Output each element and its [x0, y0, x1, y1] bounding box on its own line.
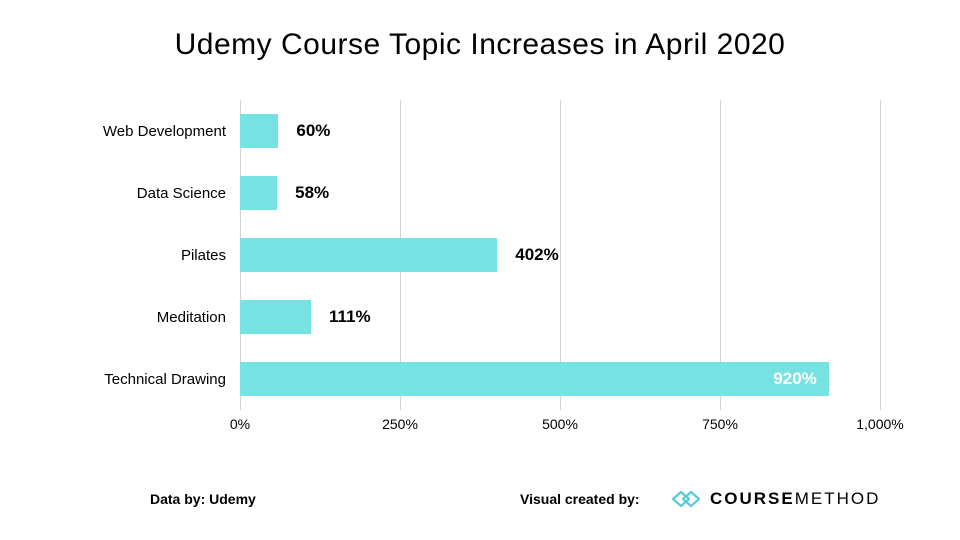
- bar-row: Meditation111%: [240, 286, 880, 348]
- bar-row: Technical Drawing920%: [240, 348, 880, 410]
- x-tick-label: 0%: [230, 416, 250, 432]
- bar-row: Web Development60%: [240, 100, 880, 162]
- coursemethod-icon: [670, 487, 704, 511]
- category-label: Web Development: [80, 100, 240, 162]
- value-label: 920%: [773, 348, 816, 410]
- x-axis-ticks: 0%250%500%750%1,000%: [240, 410, 880, 440]
- plot-area: Web Development60%Data Science58%Pilates…: [240, 100, 880, 410]
- chart-area: Web Development60%Data Science58%Pilates…: [80, 90, 900, 450]
- gridline: [880, 100, 881, 410]
- value-label: 111%: [329, 286, 371, 348]
- category-label: Pilates: [80, 224, 240, 286]
- data-source-label: Data by: Udemy: [150, 491, 256, 507]
- bar-row: Pilates402%: [240, 224, 880, 286]
- category-label: Technical Drawing: [80, 348, 240, 410]
- value-label: 58%: [295, 162, 329, 224]
- chart-title: Udemy Course Topic Increases in April 20…: [0, 0, 960, 62]
- x-tick-label: 750%: [702, 416, 738, 432]
- bar: [240, 114, 278, 149]
- brand-text: COURSEMETHOD: [710, 489, 880, 509]
- value-label: 60%: [296, 100, 330, 162]
- x-tick-label: 500%: [542, 416, 578, 432]
- footer: Data by: Udemy Visual created by: COURSE…: [0, 482, 960, 516]
- brand-logo: COURSEMETHOD: [670, 487, 880, 511]
- x-tick-label: 250%: [382, 416, 418, 432]
- bar: [240, 362, 829, 397]
- bar-row: Data Science58%: [240, 162, 880, 224]
- visual-credit-label: Visual created by:: [520, 491, 640, 507]
- category-label: Meditation: [80, 286, 240, 348]
- bar: [240, 238, 497, 273]
- bar: [240, 176, 277, 211]
- x-tick-label: 1,000%: [856, 416, 903, 432]
- value-label: 402%: [515, 224, 558, 286]
- bar: [240, 300, 311, 335]
- category-label: Data Science: [80, 162, 240, 224]
